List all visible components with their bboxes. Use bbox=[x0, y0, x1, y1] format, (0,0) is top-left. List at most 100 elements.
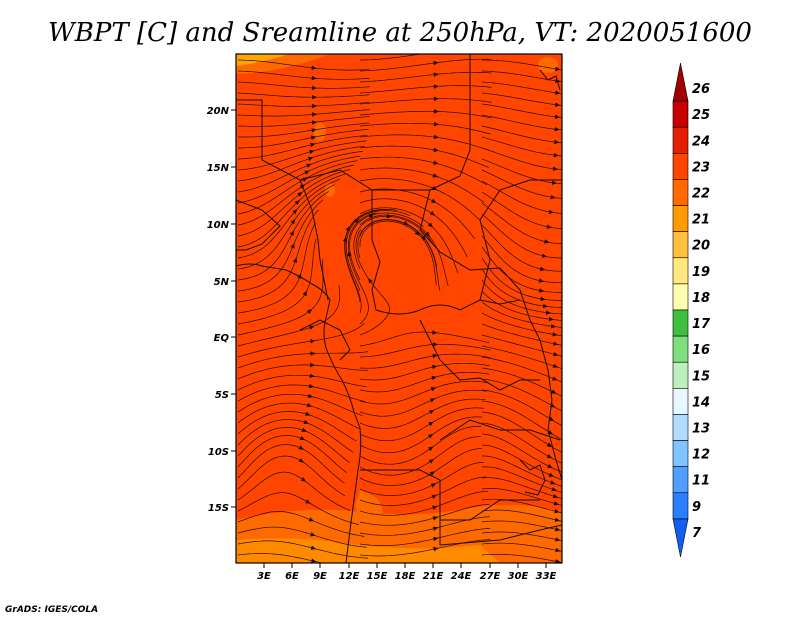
streamline bbox=[359, 503, 490, 526]
streamline bbox=[359, 389, 487, 417]
colorbar-swatch bbox=[672, 179, 689, 206]
streamline-arrow bbox=[550, 480, 556, 485]
lon-tick-label: 3E bbox=[257, 571, 271, 582]
streamline bbox=[237, 411, 357, 442]
streamline bbox=[238, 128, 369, 149]
lon-tick-label: 9E bbox=[313, 571, 327, 582]
streamline bbox=[237, 455, 346, 497]
streamline-arrow bbox=[403, 220, 409, 226]
figure-title: WBPT [C] and Sreamline at 250hPa, VT: 20… bbox=[48, 18, 752, 48]
streamline-arrow bbox=[304, 170, 310, 175]
streamline-arrow bbox=[545, 310, 552, 315]
streamline bbox=[237, 553, 324, 563]
streamline-arrow bbox=[554, 139, 560, 145]
streamline bbox=[237, 511, 365, 537]
streamline-arrow bbox=[550, 324, 557, 329]
streamline-arrow bbox=[546, 442, 553, 447]
streamline-arrow bbox=[554, 127, 560, 132]
streamline bbox=[359, 416, 483, 454]
streamline-arrow bbox=[308, 517, 315, 522]
streamline-arrow bbox=[306, 163, 312, 168]
colorbar-swatch bbox=[672, 335, 689, 363]
streamline-arrow bbox=[538, 278, 545, 283]
streamline-arrow bbox=[430, 387, 437, 392]
streamline-arrow bbox=[433, 147, 439, 152]
streamline bbox=[237, 238, 317, 325]
streamline bbox=[237, 81, 370, 89]
streamline-arrow bbox=[538, 288, 545, 293]
streamline bbox=[237, 116, 370, 127]
colorbar-swatch bbox=[672, 153, 689, 180]
streamline bbox=[237, 101, 370, 107]
colorbar-label: 14 bbox=[692, 395, 710, 410]
streamline-arrow bbox=[429, 471, 436, 476]
colorbar-swatch bbox=[672, 100, 689, 128]
streamline-arrow bbox=[305, 499, 311, 504]
streamline-arrow bbox=[428, 446, 434, 452]
streamline bbox=[359, 178, 481, 221]
colorbar-swatch bbox=[672, 361, 689, 389]
streamline bbox=[237, 169, 350, 237]
streamline bbox=[481, 477, 562, 500]
colorbar-swatch bbox=[672, 414, 689, 441]
lon-tick-label: 27E bbox=[480, 571, 501, 582]
streamline-arrow bbox=[542, 303, 549, 309]
lat-tick-label: EQ bbox=[214, 333, 230, 344]
streamline bbox=[237, 109, 370, 117]
streamline-arrow bbox=[429, 409, 435, 415]
streamline-arrow bbox=[298, 458, 304, 463]
streamline-arrow bbox=[386, 213, 392, 219]
streamline bbox=[357, 219, 438, 268]
colorbar-label: 16 bbox=[692, 343, 710, 358]
streamline bbox=[237, 92, 370, 98]
streamline-arrow bbox=[548, 472, 555, 477]
streamline bbox=[481, 81, 562, 94]
streamline bbox=[359, 448, 482, 486]
streamline-arrow bbox=[551, 180, 558, 185]
streamline-arrow bbox=[310, 362, 316, 368]
streamline-arrow bbox=[432, 353, 438, 359]
colorbar-swatch bbox=[672, 62, 689, 102]
colorbar-swatch bbox=[672, 388, 689, 415]
streamline bbox=[359, 407, 484, 442]
streamline-arrow bbox=[553, 341, 559, 346]
streamline-arrow bbox=[294, 200, 300, 206]
streamline bbox=[237, 150, 363, 193]
colorbar-label: 12 bbox=[692, 448, 710, 463]
lat-tick-label: 5S bbox=[215, 390, 229, 401]
streamline bbox=[481, 301, 562, 328]
streamline bbox=[359, 539, 491, 557]
streamline-arrow bbox=[311, 120, 317, 125]
colorbar-swatch bbox=[672, 309, 689, 337]
streamline bbox=[481, 224, 562, 272]
streamline bbox=[359, 220, 437, 285]
streamline-arrow bbox=[305, 411, 311, 416]
lon-tick-label: 24E bbox=[451, 571, 472, 582]
streamline-arrow bbox=[424, 231, 430, 237]
streamline-arrow bbox=[311, 128, 317, 133]
streamline-arrow bbox=[550, 194, 556, 200]
streamline bbox=[359, 331, 490, 347]
colorbar: 26 25 24 23 22 21 20 19 18 17 16 15 14 13 12 11 9 7 bbox=[672, 62, 711, 558]
streamline bbox=[237, 140, 367, 171]
streamline-arrow bbox=[307, 393, 314, 398]
streamline-arrow bbox=[414, 230, 420, 236]
streamline-arrow bbox=[308, 383, 315, 389]
streamline bbox=[349, 212, 424, 281]
streamline-arrow bbox=[309, 325, 315, 330]
streamline bbox=[237, 322, 365, 358]
streamline bbox=[237, 444, 345, 484]
shade-patch-corner bbox=[236, 54, 290, 66]
streamline-arrow bbox=[551, 487, 557, 492]
streamline-arrow bbox=[431, 494, 438, 499]
streamline-arrow bbox=[540, 296, 546, 302]
colorbar-label: 23 bbox=[692, 160, 710, 175]
colorbar-swatch bbox=[672, 205, 689, 232]
streamline bbox=[481, 488, 562, 506]
streamline bbox=[481, 125, 562, 144]
lat-tick-label: 15S bbox=[208, 503, 229, 514]
streamline-arrow bbox=[290, 243, 295, 249]
streamline-arrow bbox=[311, 75, 317, 81]
streamline-arrow bbox=[300, 477, 307, 482]
